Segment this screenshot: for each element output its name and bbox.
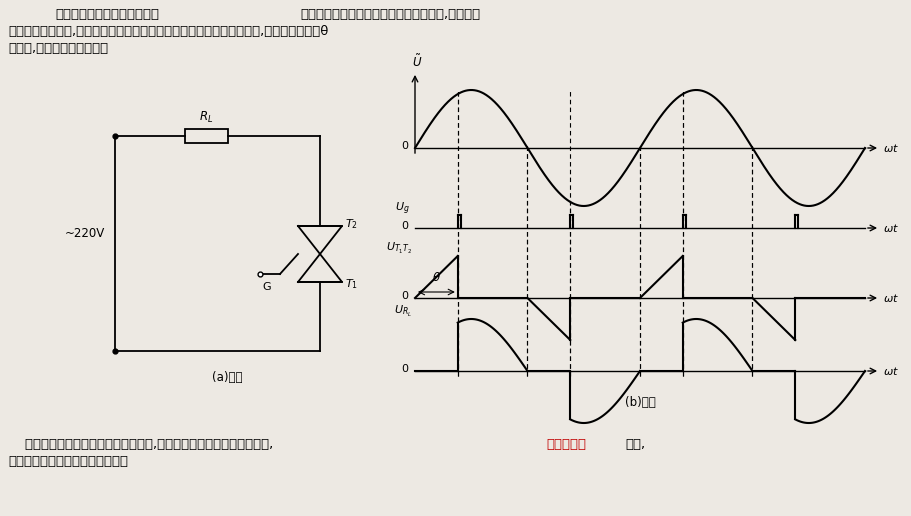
Text: (a)电路: (a)电路 [212,371,242,384]
Text: 0: 0 [401,221,407,231]
Text: 0: 0 [401,291,407,301]
Text: 0: 0 [401,364,407,374]
Text: $\omega t$: $\omega t$ [882,142,898,154]
Text: $U_g$: $U_g$ [394,201,410,217]
Text: $\tilde{U}$: $\tilde{U}$ [412,54,422,70]
Text: ~220V: ~220V [65,227,105,240]
Text: 的大小,便可达到调压目的。: 的大小,便可达到调压目的。 [8,42,108,55]
Bar [185,129,228,143]
Text: $\omega t$: $\omega t$ [882,222,898,234]
Text: 省铜省铁等: 省铜省铁等 [546,438,586,451]
Text: (b)波形: (b)波形 [624,396,655,409]
Text: 优点,: 优点, [624,438,644,451]
Text: 晶闸管调压电路可以取代调压变压器,具有体积小、效率高、调节方便,: 晶闸管调压电路可以取代调压变压器,具有体积小、效率高、调节方便, [8,438,273,451]
Text: $\theta$: $\theta$ [432,271,440,284]
Text: $T_2$: $T_2$ [344,217,357,231]
Text: 0: 0 [401,141,407,151]
Text: $U_{R_L}$: $U_{R_L}$ [394,303,412,318]
Text: 多用于调光、控温等电器设备中。: 多用于调光、控温等电器设备中。 [8,455,128,468]
Text: $U_{T_1T_2}$: $U_{T_1T_2}$ [385,240,412,255]
Text: $R_L$: $R_L$ [200,110,213,125]
Text: $\omega t$: $\omega t$ [882,292,898,304]
Text: $\omega t$: $\omega t$ [882,365,898,377]
Text: 双向晶闸管交流调压电路如图: 双向晶闸管交流调压电路如图 [55,8,159,21]
Text: G: G [261,282,271,292]
Text: 所示。由于晶闸管直接工作在交流电路中,其正、反: 所示。由于晶闸管直接工作在交流电路中,其正、反 [300,8,479,21]
Text: $T_1$: $T_1$ [344,277,358,291]
Text: 向均可以触发导通,使得主电路比单向晶闸管调压电路简单了许多。同样,只要改变导通角θ: 向均可以触发导通,使得主电路比单向晶闸管调压电路简单了许多。同样,只要改变导通角… [8,25,328,38]
